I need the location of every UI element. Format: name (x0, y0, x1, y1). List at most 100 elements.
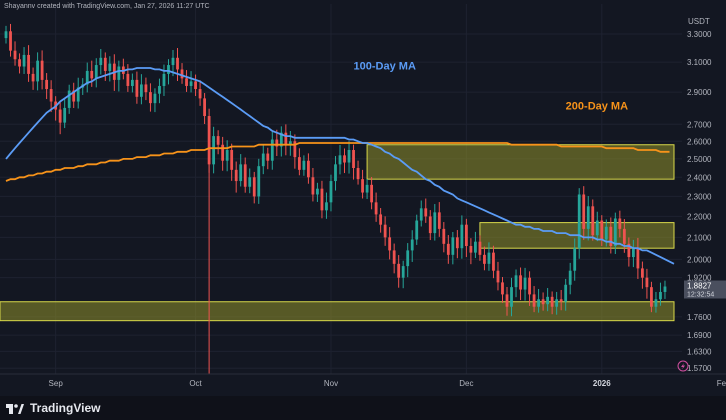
candle-body (641, 268, 644, 278)
x-tick-label: Feb (717, 379, 726, 388)
candle-body (388, 237, 392, 251)
candle-body (203, 98, 206, 117)
candle-body (207, 116, 211, 165)
candle-body (320, 188, 324, 211)
candle-body (496, 270, 500, 283)
tradingview-brand: TradingView (30, 401, 101, 415)
candle-body (582, 194, 586, 229)
candle-body (487, 252, 491, 264)
candle-body (573, 248, 577, 271)
candle-body (334, 164, 337, 182)
candle-body (600, 220, 604, 240)
candle-body (158, 85, 161, 94)
price-chart[interactable]: 100-Day MA 200-Day MA USDT 3.3000 3.1000 2.90… (0, 0, 726, 396)
candle-body (293, 141, 297, 158)
tradingview-logo-icon (6, 401, 24, 415)
candle-body (546, 296, 550, 305)
y-tick-label: 1.5700 (687, 364, 712, 373)
candle-body (604, 226, 608, 240)
candle-body (49, 89, 53, 102)
candle-body (13, 50, 17, 60)
candle-body (460, 224, 464, 249)
candle-body (284, 132, 288, 145)
candle-body (36, 60, 39, 82)
candle-body (307, 160, 310, 178)
x-tick-label: Nov (324, 379, 338, 388)
candle-body (90, 70, 94, 79)
current-price-label: 1.8827 (687, 282, 712, 291)
candle-body (67, 90, 71, 108)
y-tick-label: 2.1000 (687, 233, 712, 242)
y-tick-label: 3.1000 (687, 58, 712, 67)
candle-body (302, 160, 306, 170)
candle-body (591, 206, 595, 236)
candle-body (216, 136, 220, 145)
candle-body (279, 132, 283, 147)
candle-body (126, 73, 130, 86)
candle-body (94, 65, 98, 79)
candle-body (564, 284, 568, 302)
candle-body (266, 153, 270, 161)
ma200-label: 200-Day MA (566, 101, 628, 113)
candle-body (257, 166, 261, 197)
candle-body (45, 79, 49, 90)
candle-body (383, 224, 387, 238)
countdown-label: 12:32:54 (687, 292, 714, 299)
candle-body (99, 57, 103, 66)
candle-body (329, 181, 333, 203)
candle-body (352, 150, 355, 169)
candle-body (532, 294, 536, 307)
ma100-line (5, 67, 675, 265)
candle-body (577, 194, 581, 249)
lightning-bolt-glyph (681, 363, 686, 370)
y-tick-label: 2.7000 (687, 120, 712, 129)
x-tick-label: Oct (189, 379, 202, 388)
candle-body (374, 202, 378, 215)
y-tick-label: 2.2000 (687, 212, 712, 221)
candle-body (189, 81, 193, 86)
candle-body (492, 252, 495, 271)
candle-body (406, 250, 410, 267)
candle-body (437, 212, 441, 229)
candle-body (297, 157, 301, 170)
candle-body (221, 144, 225, 161)
candle-body (519, 275, 522, 290)
event-lightning-icon (677, 360, 689, 372)
candle-body (537, 299, 540, 307)
candle-body (167, 65, 170, 74)
y-tick-label: 2.6000 (687, 137, 712, 146)
ma100-label: 100-Day MA (354, 60, 416, 72)
candle-body (270, 139, 274, 161)
y-tick-label: 2.9000 (687, 88, 712, 97)
candle-body (555, 299, 559, 307)
candle-body (392, 250, 396, 264)
candle-body (541, 299, 545, 305)
candle-body (622, 228, 626, 244)
candle-body (234, 169, 238, 182)
candle-body (415, 220, 419, 240)
y-tick-label: 1.9200 (687, 274, 712, 283)
candle-body (103, 57, 107, 71)
candle-body (130, 79, 134, 86)
candle-body (469, 246, 473, 253)
candle-body (365, 184, 369, 193)
candle-body (361, 179, 364, 193)
tradingview-logo[interactable]: TradingView (6, 401, 100, 415)
candle-body (135, 79, 139, 97)
candle-body (144, 84, 148, 93)
candle-body (595, 220, 599, 236)
candle-body (446, 243, 450, 255)
candle-body (455, 237, 459, 249)
candle-body (663, 286, 667, 292)
candle-body (433, 212, 437, 234)
candle-body (347, 150, 351, 163)
candle-body (464, 224, 468, 247)
candle-body (325, 202, 328, 211)
candle-body (483, 254, 486, 264)
candle-body (27, 54, 30, 74)
candle-body (645, 277, 649, 288)
candle-body (650, 287, 653, 307)
support-resistance-zone (366, 144, 675, 180)
candle-body (252, 177, 256, 197)
candle-body (514, 275, 518, 288)
